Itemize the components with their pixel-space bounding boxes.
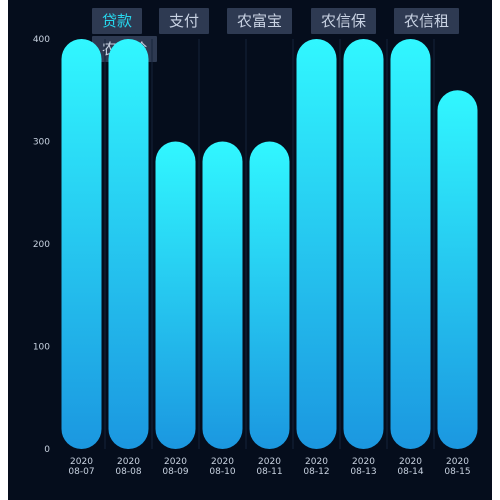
bar[interactable] bbox=[249, 141, 290, 450]
y-tick-label: 300 bbox=[33, 138, 50, 148]
y-tick-label: 200 bbox=[33, 240, 50, 250]
x-tick-label: 2020 08-14 bbox=[397, 457, 423, 477]
y-axis: 0 100 200 300 400 bbox=[33, 35, 50, 455]
x-tick-label: 2020 08-12 bbox=[303, 457, 329, 477]
x-tick-label: 2020 08-15 bbox=[444, 457, 470, 477]
bar[interactable] bbox=[108, 39, 149, 449]
bar[interactable] bbox=[343, 39, 384, 449]
x-tick-label: 2020 08-07 bbox=[68, 457, 94, 477]
grid bbox=[104, 39, 435, 449]
bar[interactable] bbox=[202, 141, 243, 450]
legend-button-zhifu[interactable]: 支付 bbox=[159, 8, 210, 34]
x-tick-label: 2020 08-13 bbox=[350, 457, 376, 477]
bar[interactable] bbox=[61, 39, 102, 449]
bar[interactable] bbox=[155, 141, 196, 450]
bar[interactable] bbox=[437, 90, 478, 450]
legend-button-nongxinzu[interactable]: 农信租 bbox=[394, 8, 460, 34]
bar[interactable] bbox=[390, 39, 431, 449]
x-tick-label: 2020 08-09 bbox=[162, 457, 188, 477]
x-tick-label: 2020 08-10 bbox=[209, 457, 235, 477]
y-tick-label: 400 bbox=[33, 35, 50, 45]
bars bbox=[61, 39, 478, 450]
legend-button-nongxinbao[interactable]: 农信保 bbox=[311, 8, 377, 34]
x-tick-label: 2020 08-11 bbox=[256, 457, 282, 477]
y-tick-label: 0 bbox=[44, 445, 50, 455]
legend-button-daikuan[interactable]: 贷款 bbox=[92, 8, 143, 34]
y-tick-label: 100 bbox=[33, 343, 50, 353]
x-axis: 2020 08-07 2020 08-08 2020 08-09 2020 08-10 2020… bbox=[68, 457, 470, 477]
x-tick-label: 2020 08-08 bbox=[115, 457, 141, 477]
bar[interactable] bbox=[296, 39, 337, 449]
legend-button-nongfubao[interactable]: 农富宝 bbox=[227, 8, 293, 34]
